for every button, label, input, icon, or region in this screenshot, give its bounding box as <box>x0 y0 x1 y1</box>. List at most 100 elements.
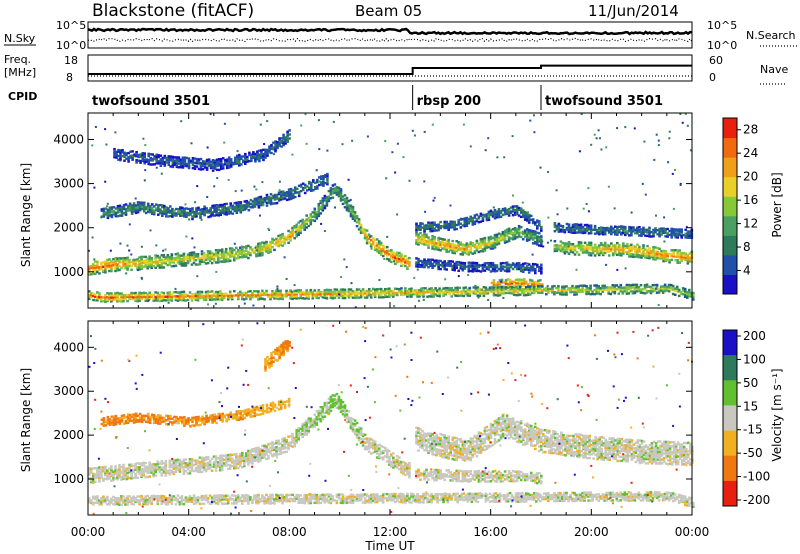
data-cell <box>601 243 605 247</box>
data-cell <box>120 475 123 479</box>
data-cell <box>245 295 248 298</box>
data-cell <box>225 162 229 166</box>
data-cell <box>132 298 135 301</box>
data-cell <box>498 290 502 293</box>
noise-cell <box>418 265 421 268</box>
data-cell <box>269 242 272 246</box>
data-cell <box>692 291 695 295</box>
data-cell <box>132 470 135 474</box>
data-cell <box>118 293 121 297</box>
data-cell <box>220 466 224 470</box>
data-cell <box>118 259 121 262</box>
data-cell <box>459 261 463 264</box>
data-cell <box>525 266 529 269</box>
data-cell <box>421 263 424 267</box>
data-cell <box>571 244 575 248</box>
data-cell <box>176 261 180 264</box>
data-cell <box>431 239 434 242</box>
data-cell <box>159 162 163 165</box>
data-cell <box>563 287 566 290</box>
data-cell <box>208 290 212 293</box>
data-cell <box>143 152 146 155</box>
data-cell <box>196 469 200 472</box>
noise-cell <box>630 211 633 214</box>
data-cell <box>305 185 309 188</box>
data-cell <box>124 262 127 265</box>
noise-cell <box>384 140 387 142</box>
data-cell <box>424 291 427 294</box>
data-cell <box>527 236 531 239</box>
data-cell <box>648 230 651 234</box>
data-cell <box>496 290 500 293</box>
data-cell <box>487 242 491 245</box>
data-cell <box>257 290 260 293</box>
data-cell <box>514 284 518 287</box>
data-cell <box>445 224 448 227</box>
data-cell <box>289 196 293 199</box>
data-cell <box>219 164 223 167</box>
data-cell <box>557 246 561 249</box>
data-cell <box>128 467 131 470</box>
data-cell <box>322 175 325 178</box>
data-cell <box>607 247 611 250</box>
data-cell <box>636 249 639 252</box>
data-cell <box>351 212 355 215</box>
data-cell <box>208 253 212 257</box>
data-cell <box>508 292 512 295</box>
data-cell <box>386 245 389 249</box>
data-cell <box>686 232 690 235</box>
data-cell <box>192 251 196 254</box>
data-cell <box>184 293 188 296</box>
data-cell <box>431 235 434 238</box>
data-cell <box>347 290 351 294</box>
noise-cell <box>408 179 411 182</box>
data-cell <box>236 162 239 165</box>
data-cell <box>276 141 279 144</box>
data-cell <box>585 247 589 250</box>
data-cell <box>116 267 119 270</box>
data-cell <box>484 290 488 294</box>
data-cell <box>216 252 220 256</box>
noise-cell <box>527 211 529 214</box>
data-cell <box>257 242 260 245</box>
data-cell <box>309 222 313 226</box>
data-cell <box>188 259 192 263</box>
data-cell <box>536 263 539 267</box>
data-cell <box>214 465 218 468</box>
data-cell <box>369 289 373 293</box>
data-cell <box>646 251 649 254</box>
data-cell <box>247 201 251 204</box>
data-cell <box>140 472 143 475</box>
data-cell <box>178 291 182 294</box>
data-cell <box>515 207 519 210</box>
data-cell <box>479 220 483 223</box>
data-cell <box>110 213 114 217</box>
data-cell <box>108 265 111 269</box>
data-cell <box>134 465 137 468</box>
data-cell <box>617 292 621 295</box>
data-cell <box>180 299 184 302</box>
data-cell <box>269 250 272 253</box>
data-cell <box>365 229 369 232</box>
data-cell <box>453 248 456 251</box>
noise-cell <box>128 223 131 226</box>
data-cell <box>379 294 383 297</box>
data-cell <box>231 212 235 215</box>
data-cell <box>341 288 345 291</box>
data-cell <box>624 227 627 230</box>
data-cell <box>154 260 157 264</box>
data-cell <box>327 195 331 198</box>
data-cell <box>658 227 661 231</box>
data-cell <box>487 210 491 214</box>
data-cell <box>167 161 171 164</box>
data-cell <box>445 264 448 267</box>
data-cell <box>630 234 633 237</box>
data-cell <box>499 239 503 242</box>
data-cell <box>540 263 543 266</box>
data-cell <box>295 187 299 190</box>
date-title: 11/Jun/2014 <box>588 2 679 20</box>
data-cell <box>511 267 515 271</box>
data-cell <box>573 286 576 289</box>
data-cell <box>471 270 475 273</box>
data-cell <box>444 289 447 292</box>
